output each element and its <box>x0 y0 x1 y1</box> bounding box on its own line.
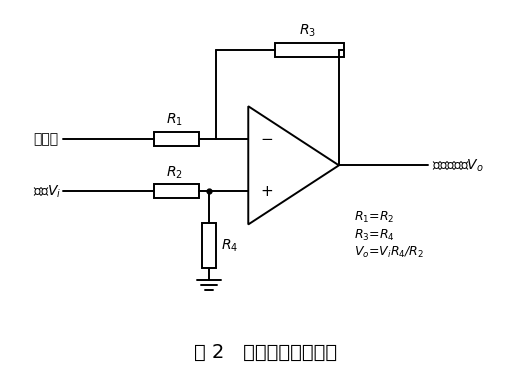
Text: $R_2$: $R_2$ <box>166 164 183 180</box>
FancyBboxPatch shape <box>275 43 344 57</box>
Text: +: + <box>260 184 273 199</box>
Text: $R_3$=$R_4$: $R_3$=$R_4$ <box>354 227 394 243</box>
Text: 信号$V_i$: 信号$V_i$ <box>34 183 62 200</box>
Text: $V_o$=$V_i$$R_4$/$R_2$: $V_o$=$V_i$$R_4$/$R_2$ <box>354 245 424 260</box>
FancyBboxPatch shape <box>154 132 199 146</box>
Text: $R_1$: $R_1$ <box>166 112 183 129</box>
Text: $R_4$: $R_4$ <box>221 237 238 254</box>
Text: 调理后信号$V_o$: 调理后信号$V_o$ <box>431 157 484 174</box>
Text: $R_1$=$R_2$: $R_1$=$R_2$ <box>354 210 394 225</box>
Text: 信号地: 信号地 <box>34 132 59 146</box>
Text: 图 2   信号调节电路形式: 图 2 信号调节电路形式 <box>194 343 338 362</box>
Text: $R_3$: $R_3$ <box>299 23 316 39</box>
FancyBboxPatch shape <box>202 223 216 268</box>
Text: −: − <box>260 132 273 147</box>
FancyBboxPatch shape <box>154 185 199 198</box>
